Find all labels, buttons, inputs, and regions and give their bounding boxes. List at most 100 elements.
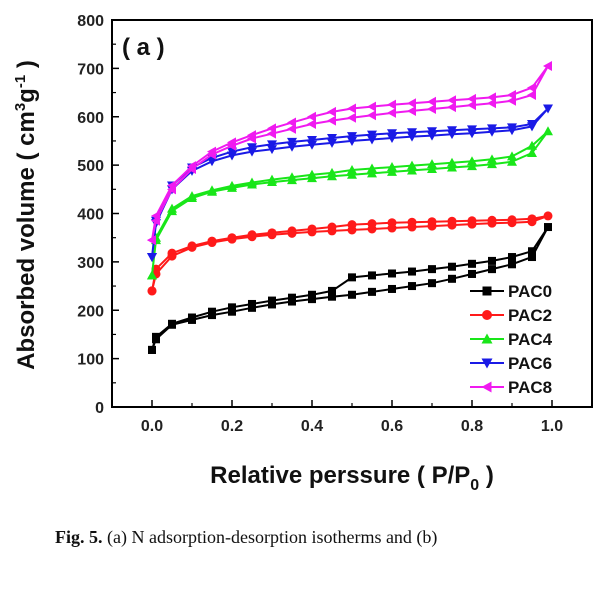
panel-label: ( a ) bbox=[122, 34, 165, 61]
data-point-pac4 bbox=[307, 169, 317, 179]
series-pac8 bbox=[147, 60, 552, 246]
x-tick-label: 0.4 bbox=[301, 418, 323, 435]
data-point-pac4 bbox=[527, 148, 537, 158]
x-tick-label: 0.0 bbox=[141, 418, 163, 435]
data-point-pac4 bbox=[467, 161, 477, 171]
data-point-pac8 bbox=[287, 117, 296, 128]
data-point-pac0 bbox=[488, 265, 496, 274]
data-point-pac6 bbox=[327, 134, 337, 144]
data-point-pac4 bbox=[347, 164, 357, 174]
data-point-pac0 bbox=[508, 260, 516, 269]
data-point-pac6 bbox=[387, 134, 397, 144]
data-point-pac8 bbox=[487, 92, 496, 103]
data-point-pac8 bbox=[427, 96, 436, 107]
data-point-pac6 bbox=[467, 125, 477, 135]
data-point-pac0 bbox=[528, 253, 536, 262]
legend-item-pac8: PAC8 bbox=[470, 378, 552, 397]
data-point-pac4 bbox=[543, 126, 553, 136]
data-point-pac2 bbox=[467, 216, 477, 226]
y-tick-label: 700 bbox=[77, 61, 104, 78]
data-point-pac0 bbox=[488, 256, 496, 265]
data-point-pac8 bbox=[307, 119, 316, 130]
data-point-pac4 bbox=[487, 159, 497, 169]
data-point-pac4 bbox=[407, 160, 417, 170]
data-point-pac4 bbox=[507, 156, 517, 166]
series-pac6 bbox=[147, 104, 553, 263]
data-point-pac2 bbox=[227, 233, 237, 243]
data-point-pac0 bbox=[248, 299, 256, 308]
legend-item-pac0: PAC0 bbox=[470, 282, 552, 301]
data-point-pac0 bbox=[408, 282, 416, 291]
data-point-pac6 bbox=[287, 142, 297, 152]
data-point-pac4 bbox=[387, 162, 397, 172]
data-point-pac4 bbox=[287, 172, 297, 182]
data-point-pac6 bbox=[367, 135, 377, 145]
data-point-pac0 bbox=[308, 290, 316, 299]
data-point-pac4 bbox=[167, 203, 177, 213]
data-point-pac2 bbox=[267, 228, 277, 238]
figure-caption: Fig. 5. (a) N adsorption-desorption isot… bbox=[55, 527, 613, 548]
legend-label: PAC4 bbox=[508, 330, 553, 349]
data-point-pac8 bbox=[167, 180, 176, 191]
data-point-pac4 bbox=[367, 163, 377, 173]
data-point-pac2 bbox=[407, 217, 417, 227]
data-point-pac8 bbox=[527, 82, 536, 93]
data-point-pac6 bbox=[367, 130, 377, 140]
y-tick-label: 300 bbox=[77, 255, 104, 272]
data-point-pac0 bbox=[408, 267, 416, 276]
data-point-pac4 bbox=[247, 177, 257, 187]
data-point-pac8 bbox=[147, 235, 156, 246]
y-axis-label: Absorbed volume ( cm3g-1 ) bbox=[12, 60, 40, 370]
data-point-pac6 bbox=[287, 137, 297, 147]
y-tick-label: 800 bbox=[77, 13, 104, 30]
data-point-pac8 bbox=[527, 89, 536, 100]
data-point-pac2 bbox=[447, 216, 457, 226]
data-point-pac2 bbox=[507, 215, 517, 225]
data-point-pac2 bbox=[543, 211, 553, 221]
data-point-pac6 bbox=[447, 126, 457, 136]
data-point-pac2 bbox=[147, 286, 157, 296]
data-point-pac6 bbox=[347, 136, 357, 146]
data-point-pac2 bbox=[367, 219, 377, 229]
data-point-pac4 bbox=[527, 140, 537, 150]
legend-marker bbox=[481, 333, 493, 344]
data-point-pac6 bbox=[267, 145, 277, 155]
data-point-pac2 bbox=[427, 217, 437, 227]
data-point-pac2 bbox=[327, 222, 337, 232]
series-pac0 bbox=[148, 223, 552, 354]
legend-label: PAC6 bbox=[508, 354, 552, 373]
data-point-pac0 bbox=[468, 259, 476, 268]
data-point-pac4 bbox=[147, 270, 157, 280]
data-point-pac0 bbox=[448, 262, 456, 271]
data-point-pac8 bbox=[507, 89, 516, 100]
data-point-pac8 bbox=[447, 102, 456, 113]
data-point-pac8 bbox=[347, 103, 356, 114]
data-point-pac4 bbox=[427, 163, 437, 173]
data-point-pac6 bbox=[147, 253, 157, 263]
series-line-pac6 bbox=[151, 107, 549, 258]
y-tick-label: 200 bbox=[77, 303, 104, 320]
data-point-pac4 bbox=[507, 151, 517, 161]
data-point-pac4 bbox=[447, 157, 457, 167]
data-point-pac2 bbox=[167, 248, 177, 258]
data-point-pac6 bbox=[527, 120, 537, 130]
data-point-pac8 bbox=[187, 161, 196, 172]
data-point-pac4 bbox=[487, 154, 497, 164]
data-point-pac4 bbox=[367, 168, 377, 178]
data-point-pac8 bbox=[407, 98, 416, 109]
data-point-pac0 bbox=[448, 274, 456, 283]
data-point-pac6 bbox=[387, 129, 397, 139]
legend-label: PAC2 bbox=[508, 306, 552, 325]
data-point-pac8 bbox=[367, 101, 376, 112]
data-point-pac6 bbox=[543, 104, 553, 114]
x-tick-label: 1.0 bbox=[541, 418, 563, 435]
data-point-pac0 bbox=[544, 223, 552, 232]
legend-marker bbox=[481, 381, 492, 393]
y-tick-labels: 0 100 200 300 400 500 600 700 800 bbox=[77, 13, 104, 417]
data-point-pac6 bbox=[267, 140, 277, 150]
data-point-pac8 bbox=[327, 115, 336, 126]
data-point-pac0 bbox=[268, 296, 276, 305]
y-tick-label: 400 bbox=[77, 207, 104, 224]
y-tick-label: 600 bbox=[77, 110, 104, 127]
data-point-pac8 bbox=[227, 137, 236, 148]
